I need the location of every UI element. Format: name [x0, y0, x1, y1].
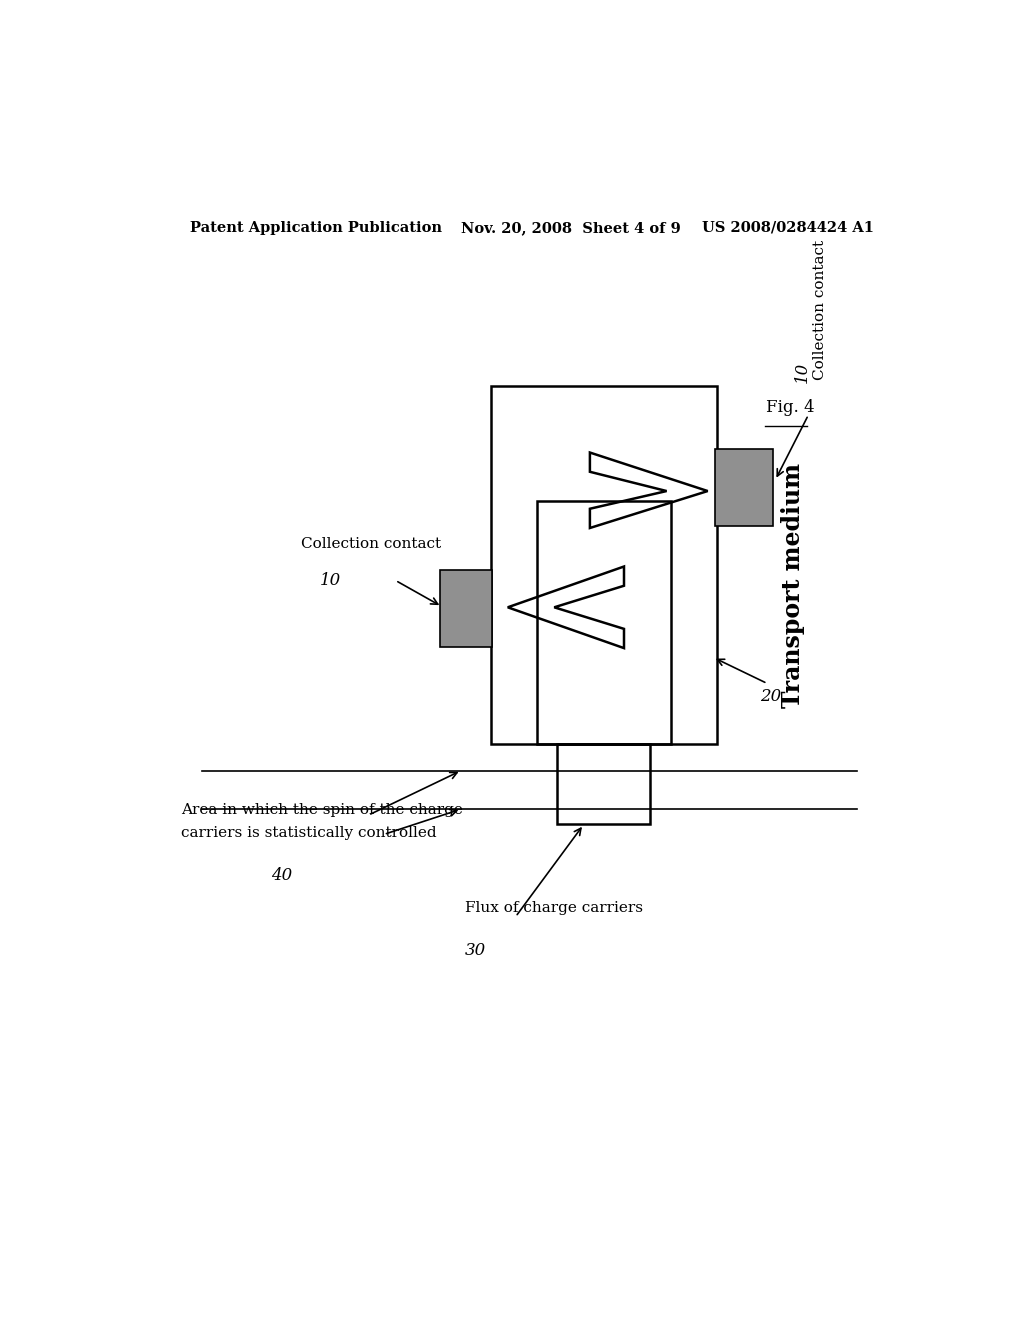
Bar — [440, 570, 493, 647]
Bar — [557, 743, 649, 825]
Text: Fig. 4: Fig. 4 — [766, 400, 814, 416]
Text: 40: 40 — [271, 867, 293, 884]
Bar — [716, 449, 773, 527]
Text: Transport medium: Transport medium — [781, 463, 805, 709]
Text: US 2008/0284424 A1: US 2008/0284424 A1 — [701, 220, 873, 235]
Text: 10: 10 — [319, 572, 341, 589]
Bar — [490, 385, 717, 743]
Text: carriers is statistically controlled: carriers is statistically controlled — [180, 826, 436, 840]
Text: Flux of charge carriers: Flux of charge carriers — [465, 900, 643, 915]
Text: Nov. 20, 2008  Sheet 4 of 9: Nov. 20, 2008 Sheet 4 of 9 — [461, 220, 681, 235]
Text: Collection contact: Collection contact — [301, 537, 441, 552]
Text: 10: 10 — [794, 362, 811, 383]
Bar — [538, 502, 671, 743]
Text: Collection contact: Collection contact — [813, 240, 827, 380]
Text: Area in which the spin of the charge: Area in which the spin of the charge — [180, 803, 463, 817]
Text: 20: 20 — [761, 688, 781, 705]
Text: 30: 30 — [465, 942, 486, 960]
Text: Patent Application Publication: Patent Application Publication — [190, 220, 442, 235]
